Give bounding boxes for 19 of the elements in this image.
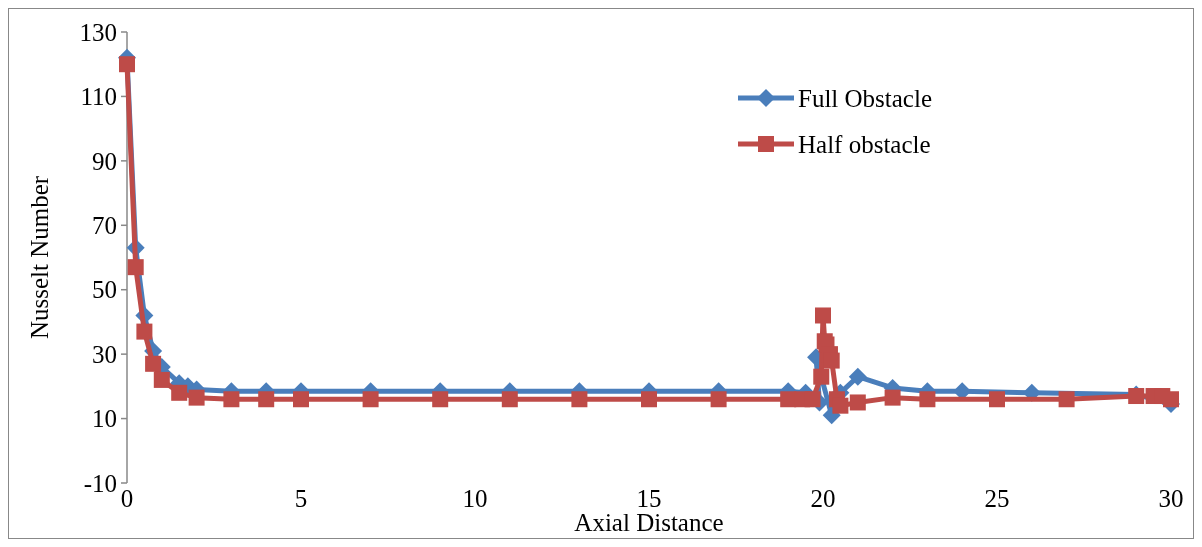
y-tick-label: -10	[83, 469, 117, 497]
legend-label: Half obstacle	[798, 130, 931, 158]
y-tick-label: 130	[79, 18, 117, 46]
y-tick-label: 10	[92, 405, 117, 433]
x-tick-label: 0	[120, 484, 134, 512]
legend-label: Full Obstacle	[798, 84, 933, 112]
x-tick-label: 10	[462, 484, 488, 512]
x-tick-label: 5	[294, 484, 308, 512]
x-tick-label: 20	[810, 484, 836, 512]
y-tick-label: 50	[92, 276, 117, 304]
y-tick-label: 30	[92, 340, 117, 368]
y-axis-title: Nusselt Number	[26, 175, 53, 340]
y-tick-label: 110	[80, 83, 117, 111]
x-tick-label: 25	[984, 484, 1010, 512]
x-tick-label: 30	[1158, 484, 1184, 512]
x-axis-title: Axial Distance	[574, 509, 724, 536]
y-tick-label: 90	[92, 147, 117, 175]
x-tick-label: 15	[636, 484, 662, 512]
y-tick-label: 70	[92, 212, 117, 240]
